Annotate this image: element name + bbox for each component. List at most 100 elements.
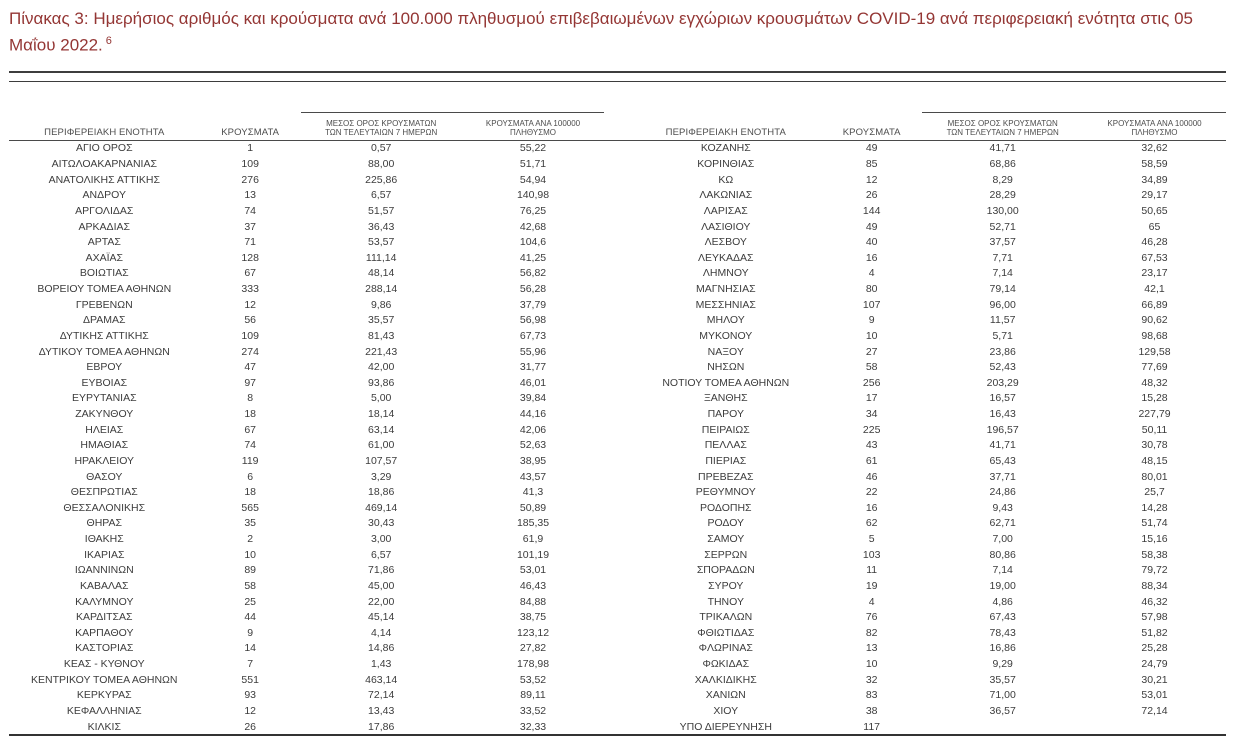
cell-region: ΗΜΑΘΙΑΣ — [80, 439, 129, 452]
col-header-region: ΠΕΡΙΦΕΡΕΙΑΚΗ ΕΝΟΤΗΤΑ — [44, 126, 165, 138]
cell-region: ΤΗΝΟΥ — [707, 595, 744, 608]
table-row: ΑΝΔΡΟΥ 13 6,57 140,98 — [9, 188, 605, 204]
cell-per: 34,89 — [1141, 173, 1168, 186]
cell-avg: 18,14 — [368, 408, 395, 421]
cell-avg: 6,57 — [370, 189, 392, 202]
table-row: ΚΕΑΣ - ΚΥΘΝΟΥ 7 1,43 178,98 — [9, 656, 605, 672]
table-row: ΚΙΛΚΙΣ 26 17,86 32,33 — [9, 719, 605, 735]
table-row: ΑΡΓΟΛΙΔΑΣ 74 51,57 76,25 — [9, 203, 605, 219]
cell-per: 57,98 — [1141, 611, 1168, 624]
table-header-row: ΠΕΡΙΦΕΡΕΙΑΚΗ ΕΝΟΤΗΤΑ ΚΡΟΥΣΜΑΤΑ ΜΕΣΟΣ ΟΡΟ… — [9, 111, 1226, 141]
cell-cases: 12 — [244, 298, 256, 311]
cell-cases: 34 — [865, 408, 878, 421]
cell-cases: 274 — [241, 345, 259, 358]
cell-region: ΠΙΕΡΙΑΣ — [705, 454, 747, 467]
cell-per: 42,1 — [1144, 283, 1165, 296]
col-header-avg7-line1: ΜΕΣΟΣ ΟΡΟΣ ΚΡΟΥΣΜΑΤΩΝ — [326, 118, 437, 128]
table-row: ΖΑΚΥΝΘΟΥ 18 18,14 44,16 — [9, 406, 605, 422]
cell-avg: 13,43 — [368, 704, 395, 717]
cell-cases: 128 — [241, 251, 259, 264]
cell-avg: 16,57 — [989, 392, 1016, 405]
table-row: ΗΡΑΚΛΕΙΟΥ 119 107,57 38,95 — [9, 453, 605, 469]
table-row: ΒΟΡΕΙΟΥ ΤΟΜΕΑ ΑΘΗΝΩΝ 333 288,14 56,28 — [9, 281, 605, 297]
cell-per: 50,89 — [519, 501, 547, 514]
table-body: ΑΓΙΟ ΟΡΟΣ 1 0,57 55,22 ΑΙΤΩΛΟΑΚΑΡΝΑΝΙΑΣ 109 88… — [9, 141, 1226, 735]
cell-avg: 5,00 — [370, 392, 392, 405]
cell-region: ΡΟΔΟΠΗΣ — [699, 501, 752, 514]
cell-avg: 48,14 — [368, 267, 395, 280]
cell-per: 53,52 — [519, 673, 547, 686]
table-row: ΗΜΑΘΙΑΣ 74 61,00 52,63 — [9, 438, 605, 454]
cell-cases: 18 — [244, 486, 256, 499]
cell-region: ΛΕΣΒΟΥ — [704, 236, 747, 249]
cell-cases: 5 — [868, 533, 875, 546]
cell-cases: 9 — [247, 626, 254, 639]
cell-region: ΖΑΚΥΝΘΟΥ — [75, 408, 134, 421]
table-row: ΣΠΟΡΑΔΩΝ 11 7,14 79,72 — [631, 563, 1227, 579]
cell-avg: 51,57 — [368, 204, 395, 217]
cell-avg: 19,00 — [989, 579, 1016, 592]
cell-cases: 32 — [865, 673, 878, 686]
table-row: ΜΥΚΟΝΟΥ 10 5,71 98,68 — [631, 328, 1227, 344]
cell-avg: 37,71 — [989, 470, 1016, 483]
cell-region: ΚΟΡΙΝΘΙΑΣ — [697, 158, 755, 171]
cell-per: 90,62 — [1141, 314, 1168, 327]
table-body-right: ΚΟΖΑΝΗΣ 49 41,71 32,62 ΚΟΡΙΝΘΙΑΣ 85 68,86 58,59… — [631, 141, 1227, 735]
cell-per: 52,63 — [519, 439, 547, 452]
cell-avg: 288,14 — [365, 283, 398, 296]
cell-cases: 10 — [865, 658, 878, 671]
table-row: ΑΙΤΩΛΟΑΚΑΡΝΑΝΙΑΣ 109 88,00 51,71 — [9, 156, 605, 172]
cell-cases: 74 — [244, 204, 256, 217]
cell-cases: 6 — [247, 470, 254, 483]
cell-per: 56,82 — [519, 267, 547, 280]
table-row: ΕΒΡΟΥ 47 42,00 31,77 — [9, 359, 605, 375]
table-row: ΑΧΑΪΑΣ 128 111,14 41,25 — [9, 250, 605, 266]
cell-region: ΙΘΑΚΗΣ — [84, 533, 124, 546]
cell-per: 23,17 — [1141, 267, 1168, 280]
cell-avg: 35,57 — [989, 673, 1016, 686]
cell-per: 41,25 — [519, 251, 547, 264]
cell-per: 25,7 — [1144, 486, 1165, 499]
cell-region: ΣΥΡΟΥ — [708, 579, 744, 592]
table-row: ΙΘΑΚΗΣ 2 3,00 61,9 — [9, 531, 605, 547]
cell-cases: 16 — [865, 501, 878, 514]
cell-per: 67,73 — [519, 329, 547, 342]
cell-avg: 78,43 — [989, 626, 1016, 639]
cell-cases: 93 — [244, 689, 256, 702]
cell-region: ΚΑΒΑΛΑΣ — [80, 579, 129, 592]
cell-avg: 71,86 — [368, 564, 395, 577]
table-row: ΔΡΑΜΑΣ 56 35,57 56,98 — [9, 313, 605, 329]
cell-region: ΚΕΡΚΥΡΑΣ — [76, 689, 132, 702]
cell-avg: 67,43 — [989, 611, 1016, 624]
cell-avg: 62,71 — [989, 517, 1016, 530]
cell-region: ΓΡΕΒΕΝΩΝ — [75, 298, 133, 311]
cell-per: 38,75 — [519, 611, 547, 624]
cell-avg: 18,86 — [368, 486, 395, 499]
cell-avg: 53,57 — [368, 236, 395, 249]
cell-cases: 13 — [865, 642, 878, 655]
cell-per: 24,79 — [1141, 658, 1168, 671]
cell-region: ΚΑΡΠΑΘΟΥ — [75, 626, 134, 639]
cell-per: 84,88 — [519, 595, 547, 608]
table-row: ΜΕΣΣΗΝΙΑΣ 107 96,00 66,89 — [631, 297, 1227, 313]
cell-avg: 41,71 — [989, 142, 1016, 155]
cell-cases: 1 — [247, 142, 254, 155]
table-row: ΠΡΕΒΕΖΑΣ 46 37,71 80,01 — [631, 469, 1227, 485]
cell-region: ΒΟΡΕΙΟΥ ΤΟΜΕΑ ΑΘΗΝΩΝ — [37, 283, 172, 296]
cell-per: 72,14 — [1141, 704, 1168, 717]
cell-avg: 24,86 — [989, 486, 1016, 499]
cell-avg: 196,57 — [986, 423, 1019, 436]
col-header-per100k-line1: ΚΡΟΥΣΜΑΤΑ ΑΝΑ 100000 — [1107, 118, 1202, 128]
cell-per: 43,57 — [519, 470, 547, 483]
cell-region: ΛΑΡΙΣΑΣ — [703, 204, 748, 217]
cell-per: 46,43 — [519, 579, 547, 592]
cell-per: 79,72 — [1141, 564, 1168, 577]
cell-per: 50,11 — [1141, 423, 1168, 436]
cell-cases: 80 — [865, 283, 878, 296]
cell-cases: 144 — [862, 204, 881, 217]
cell-region: ΒΟΙΩΤΙΑΣ — [79, 267, 129, 280]
cell-region: ΦΩΚΙΔΑΣ — [702, 658, 750, 671]
cell-region: ΠΕΙΡΑΙΩΣ — [701, 423, 750, 436]
cell-cases: 62 — [865, 517, 878, 530]
cell-avg: 1,43 — [370, 658, 392, 671]
